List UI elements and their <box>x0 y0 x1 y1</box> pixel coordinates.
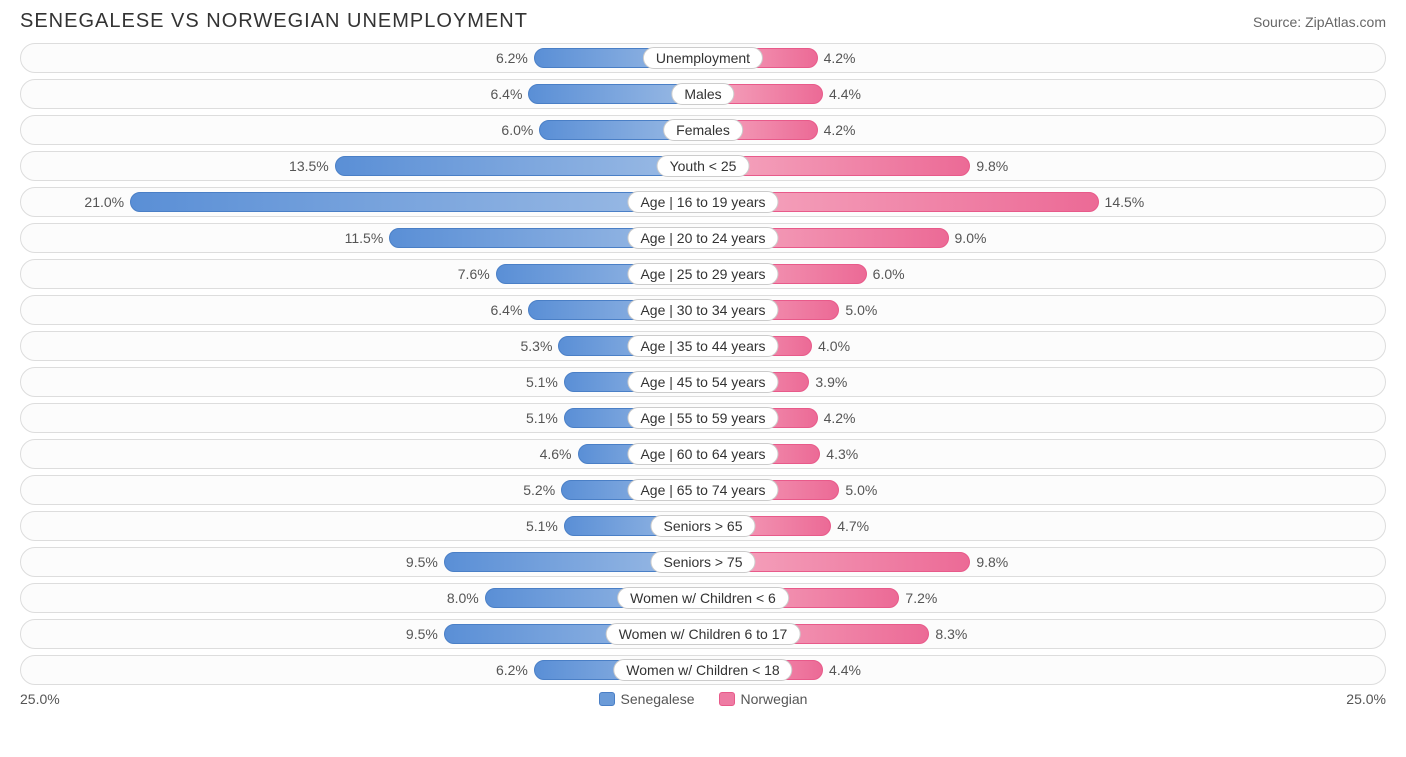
chart-row: 9.5% 9.8% Seniors > 75 <box>20 547 1386 577</box>
value-right: 9.8% <box>970 548 1008 576</box>
value-right: 4.2% <box>818 44 856 72</box>
chart-legend: Senegalese Norwegian <box>599 691 808 707</box>
chart-row: 9.5% 8.3% Women w/ Children 6 to 17 <box>20 619 1386 649</box>
category-label: Males <box>671 83 734 105</box>
value-left: 11.5% <box>345 224 390 252</box>
value-right: 9.8% <box>970 152 1008 180</box>
value-right: 6.0% <box>867 260 905 288</box>
value-left: 5.3% <box>521 332 559 360</box>
category-label: Age | 65 to 74 years <box>627 479 778 501</box>
category-label: Age | 55 to 59 years <box>627 407 778 429</box>
value-right: 4.2% <box>818 404 856 432</box>
value-right: 5.0% <box>839 296 877 324</box>
value-right: 9.0% <box>949 224 987 252</box>
value-left: 6.2% <box>496 656 534 684</box>
chart-row: 6.4% 4.4% Males <box>20 79 1386 109</box>
value-left: 8.0% <box>447 584 485 612</box>
legend-label-right: Norwegian <box>741 691 808 707</box>
value-right: 5.0% <box>839 476 877 504</box>
legend-item-left: Senegalese <box>599 691 695 707</box>
category-label: Age | 25 to 29 years <box>627 263 778 285</box>
chart-row: 8.0% 7.2% Women w/ Children < 6 <box>20 583 1386 613</box>
category-label: Unemployment <box>643 47 763 69</box>
value-right: 4.4% <box>823 656 861 684</box>
category-label: Age | 30 to 34 years <box>627 299 778 321</box>
chart-row: 6.4% 5.0% Age | 30 to 34 years <box>20 295 1386 325</box>
chart-source: Source: ZipAtlas.com <box>1253 14 1386 30</box>
value-right: 4.7% <box>831 512 869 540</box>
value-right: 8.3% <box>929 620 967 648</box>
legend-swatch-pink <box>719 692 735 706</box>
diverging-bar-chart: 6.2% 4.2% Unemployment 6.4% 4.4% Males 6.0% 4.2… <box>20 43 1386 685</box>
value-left: 5.2% <box>523 476 561 504</box>
value-left: 13.5% <box>289 152 335 180</box>
chart-row: 5.1% 4.7% Seniors > 65 <box>20 511 1386 541</box>
value-left: 5.1% <box>526 368 564 396</box>
category-label: Seniors > 65 <box>651 515 756 537</box>
category-label: Age | 16 to 19 years <box>627 191 778 213</box>
value-left: 5.1% <box>526 404 564 432</box>
chart-row: 6.2% 4.4% Women w/ Children < 18 <box>20 655 1386 685</box>
chart-header: SENEGALESE VS NORWEGIAN UNEMPLOYMENT Sou… <box>20 10 1386 33</box>
legend-label-left: Senegalese <box>621 691 695 707</box>
chart-row: 5.2% 5.0% Age | 65 to 74 years <box>20 475 1386 505</box>
category-label: Seniors > 75 <box>651 551 756 573</box>
category-label: Age | 60 to 64 years <box>627 443 778 465</box>
chart-row: 5.1% 4.2% Age | 55 to 59 years <box>20 403 1386 433</box>
value-left: 9.5% <box>406 620 444 648</box>
legend-item-right: Norwegian <box>719 691 808 707</box>
chart-row: 13.5% 9.8% Youth < 25 <box>20 151 1386 181</box>
axis-right-max: 25.0% <box>1346 691 1386 707</box>
category-label: Youth < 25 <box>657 155 750 177</box>
chart-row: 5.1% 3.9% Age | 45 to 54 years <box>20 367 1386 397</box>
category-label: Females <box>663 119 743 141</box>
value-right: 4.4% <box>823 80 861 108</box>
category-label: Age | 45 to 54 years <box>627 371 778 393</box>
value-left: 6.2% <box>496 44 534 72</box>
chart-row: 7.6% 6.0% Age | 25 to 29 years <box>20 259 1386 289</box>
category-label: Women w/ Children < 6 <box>617 587 789 609</box>
value-right: 3.9% <box>809 368 847 396</box>
value-left: 9.5% <box>406 548 444 576</box>
chart-row: 11.5% 9.0% Age | 20 to 24 years <box>20 223 1386 253</box>
value-left: 7.6% <box>458 260 496 288</box>
chart-row: 21.0% 14.5% Age | 16 to 19 years <box>20 187 1386 217</box>
chart-row: 6.0% 4.2% Females <box>20 115 1386 145</box>
value-left: 4.6% <box>540 440 578 468</box>
value-left: 6.0% <box>501 116 539 144</box>
axis-left-max: 25.0% <box>20 691 60 707</box>
value-left: 21.0% <box>84 188 130 216</box>
chart-footer: 25.0% Senegalese Norwegian 25.0% <box>20 691 1386 707</box>
bar-left <box>335 156 703 176</box>
category-label: Women w/ Children 6 to 17 <box>606 623 801 645</box>
value-right: 7.2% <box>899 584 937 612</box>
chart-row: 6.2% 4.2% Unemployment <box>20 43 1386 73</box>
category-label: Age | 35 to 44 years <box>627 335 778 357</box>
value-left: 6.4% <box>491 80 529 108</box>
value-left: 5.1% <box>526 512 564 540</box>
category-label: Women w/ Children < 18 <box>613 659 792 681</box>
value-right: 14.5% <box>1099 188 1145 216</box>
category-label: Age | 20 to 24 years <box>627 227 778 249</box>
chart-row: 5.3% 4.0% Age | 35 to 44 years <box>20 331 1386 361</box>
bar-left <box>130 192 703 212</box>
value-right: 4.0% <box>812 332 850 360</box>
value-right: 4.2% <box>818 116 856 144</box>
chart-row: 4.6% 4.3% Age | 60 to 64 years <box>20 439 1386 469</box>
value-right: 4.3% <box>820 440 858 468</box>
chart-title: SENEGALESE VS NORWEGIAN UNEMPLOYMENT <box>20 10 528 33</box>
legend-swatch-blue <box>599 692 615 706</box>
value-left: 6.4% <box>491 296 529 324</box>
